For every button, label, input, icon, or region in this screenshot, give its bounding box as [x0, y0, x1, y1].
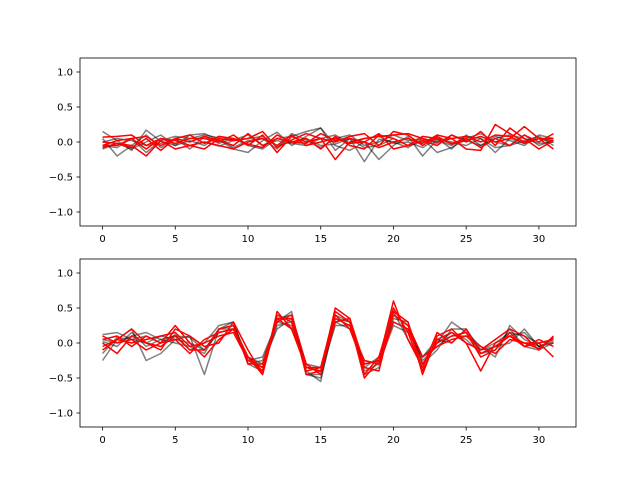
- x-tick-label-top: 25: [460, 234, 473, 245]
- x-tick-label-top: 15: [314, 234, 327, 245]
- x-tick-label-top: 30: [533, 234, 546, 245]
- x-axis-top: 0 5 10 15 20 25 30: [99, 226, 545, 245]
- series-line-bottom-7: [102, 307, 554, 376]
- x-tick-label-top: 0: [99, 234, 105, 245]
- x-tick-label-top: 10: [242, 234, 255, 245]
- y-axis-top: −1.0 −0.5 0.0 0.5 1.0: [49, 68, 80, 219]
- series-layer-bottom: [101, 300, 554, 383]
- y-tick-label-top: −1.0: [49, 208, 73, 219]
- y-tick-label-bottom: 0.0: [57, 339, 73, 350]
- subplot-top: 0 5 10 15 20 25 30 −1.0 −0.5 0.0 0.5 1.0: [49, 57, 577, 245]
- series-line-top-9: [102, 132, 554, 157]
- x-tick-label-top: 20: [387, 234, 400, 245]
- x-tick-label-bottom: 25: [460, 435, 473, 446]
- x-tick-label-bottom: 5: [172, 435, 178, 446]
- x-axis-bottom: 0 5 10 15 20 25 30: [99, 427, 545, 446]
- x-tick-label-bottom: 30: [533, 435, 546, 446]
- x-tick-label-top: 5: [172, 234, 178, 245]
- series-line-bottom-10: [102, 314, 554, 376]
- y-tick-label-top: 0.0: [57, 138, 73, 149]
- x-tick-label-bottom: 20: [387, 435, 400, 446]
- y-axis-bottom: −1.0 −0.5 0.0 0.5 1.0: [49, 269, 80, 420]
- series-line-bottom-9: [102, 314, 554, 372]
- y-tick-label-top: 0.5: [57, 103, 73, 114]
- x-tick-label-bottom: 15: [314, 435, 327, 446]
- y-tick-label-bottom: −0.5: [49, 374, 73, 385]
- y-tick-label-bottom: 1.0: [57, 269, 73, 280]
- x-tick-label-bottom: 10: [242, 435, 255, 446]
- series-line-top-1: [102, 127, 554, 163]
- series-line-top-8: [102, 127, 554, 152]
- series-line-top-10: [102, 132, 554, 149]
- x-tick-label-bottom: 0: [99, 435, 105, 446]
- y-tick-label-bottom: −1.0: [49, 409, 73, 420]
- series-layer-top: [101, 123, 554, 163]
- y-tick-label-bottom: 0.5: [57, 304, 73, 315]
- series-line-top-6: [102, 123, 554, 161]
- subplot-bottom: 0 5 10 15 20 25 30 −1.0 −0.5 0.0 0.5 1.0: [49, 258, 577, 446]
- y-tick-label-top: 1.0: [57, 68, 73, 79]
- y-tick-label-top: −0.5: [49, 173, 73, 184]
